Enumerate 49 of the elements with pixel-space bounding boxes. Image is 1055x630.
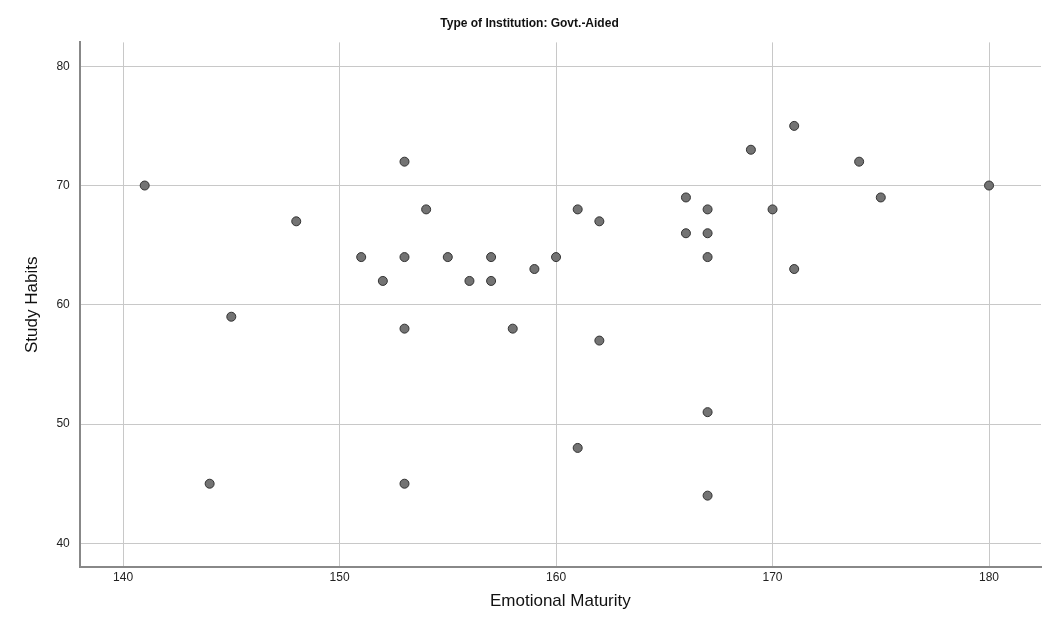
point — [767, 204, 778, 215]
point — [680, 192, 691, 203]
point — [421, 204, 432, 215]
point — [486, 252, 497, 263]
point — [442, 252, 453, 263]
y-tick-label: 60 — [56, 297, 71, 312]
x-tick-label: 170 — [762, 569, 783, 584]
point — [875, 192, 886, 203]
x-tick-label: 140 — [113, 569, 134, 584]
point — [399, 478, 410, 489]
x-tick-label: 150 — [329, 569, 350, 584]
point — [702, 490, 713, 501]
chart-title: Type of Institution: Govt.-Aided — [440, 15, 619, 30]
point — [702, 204, 713, 215]
point — [702, 407, 713, 418]
point — [594, 335, 605, 346]
point — [551, 252, 562, 263]
x-axis-title: Emotional Maturity — [489, 591, 632, 611]
point — [204, 478, 215, 489]
y-tick-label: 80 — [56, 58, 71, 73]
y-tick-label: 40 — [56, 535, 71, 550]
x-tick-label: 180 — [979, 569, 1000, 584]
point — [984, 180, 995, 191]
x-tick-label: 160 — [546, 569, 567, 584]
point — [377, 275, 388, 286]
y-tick-label: 70 — [56, 177, 71, 192]
point — [356, 252, 367, 263]
point — [789, 120, 800, 131]
point — [486, 275, 497, 286]
point — [507, 323, 518, 334]
point — [702, 228, 713, 239]
y-axis-title: Study Habits — [21, 256, 41, 353]
point — [139, 180, 150, 191]
point — [680, 228, 691, 239]
point — [464, 275, 475, 286]
point — [529, 264, 540, 275]
point — [399, 252, 410, 263]
point — [226, 311, 237, 322]
point — [702, 252, 713, 263]
point — [854, 156, 865, 167]
point — [572, 204, 583, 215]
point — [745, 144, 756, 155]
point — [594, 216, 605, 227]
point — [399, 323, 410, 334]
point — [572, 442, 583, 453]
point — [789, 264, 800, 275]
point — [399, 156, 410, 167]
point — [291, 216, 302, 227]
y-tick-label: 50 — [56, 416, 71, 431]
